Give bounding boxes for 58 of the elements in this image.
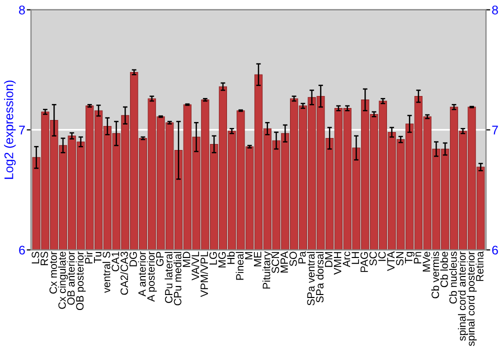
x-tick-label: Retina [476,251,484,281]
x-tick-label: Pir [84,251,92,264]
x-tick-label: Cb nucleus [449,252,457,304]
x-tick-label: LG [209,252,217,265]
x-tick-label: VPM/VPL [200,252,208,297]
x-tick-label: PAG [360,252,368,272]
x-tick-label: OB anterior [66,251,75,305]
x-tick-label: MG [218,252,226,268]
x-tick-label: spinal cord anterior [458,251,468,341]
x-tick-label: SN [396,252,404,266]
x-tick-label: A posterior [146,251,157,302]
x-tick-label: DM [325,252,332,267]
x-tick-label: MPA [280,251,288,273]
x-tick-label: DG [129,252,137,266]
x-tick-label: Cx cingulate [58,252,68,309]
x-tick-label: CPu lateral [164,252,172,303]
x-tick-label: Tg [405,252,414,264]
x-tick-label: MVe [422,252,430,272]
y2-tick-label: 8 [492,6,498,14]
x-tick-label: CA1 [112,252,120,272]
x-tick-label: spinal cord posterior [466,251,477,346]
x-tick-label: RS [40,252,48,266]
x-tick-label: Pituitary [262,251,272,289]
y-tick-label: 7 [19,126,25,134]
x-tick-label: Pn [414,252,422,264]
x-tick-label: Cb lobe [440,252,448,288]
y-tick-label: 6 [19,246,25,255]
x-tick-label: ventral S [102,252,110,293]
x-tick-label: CA2/CA3 [120,252,128,295]
x-tick-label: SO [289,252,297,266]
x-tick-label: Cb vermis [431,252,440,298]
x-tick-label: Arc [342,252,350,268]
x-tick-label: CPu medial [174,252,182,306]
x-tick-label: GP [156,252,164,266]
x-tick-label: SC [369,252,377,266]
x-tick-label: SPa dorsal [316,252,324,302]
x-tick-label: LH [352,252,359,264]
x-tick-label: M [245,252,252,260]
x-tick-label: MD [182,252,190,267]
x-tick-label: VTA [387,251,395,271]
y2-tick-label: 7 [492,126,498,134]
x-tick-label: Hb [226,252,235,264]
x-tick-label: SPa ventral [306,252,315,306]
x-tick-label: Pa [298,251,306,264]
x-tick-label: OB posterior [76,251,86,310]
x-tick-label: SCN [272,252,280,274]
x-tick-label: Pineal [236,252,244,280]
y2-tick-label: 6 [492,246,498,255]
x-tick-label: LS [32,252,40,264]
x-tick-label: VA/VL [191,252,200,280]
x-tick-label: VMH [334,252,342,275]
x-tick-label: A anterior [138,251,146,296]
y-axis-title: Log2 (expression) [4,80,16,179]
y-tick-label: 8 [19,6,25,14]
x-tick-label: ME [254,252,262,266]
x-tick-label: Tu [94,252,102,263]
x-tick-label: IC [378,252,386,261]
x-tick-label: Cx motor [49,251,57,294]
